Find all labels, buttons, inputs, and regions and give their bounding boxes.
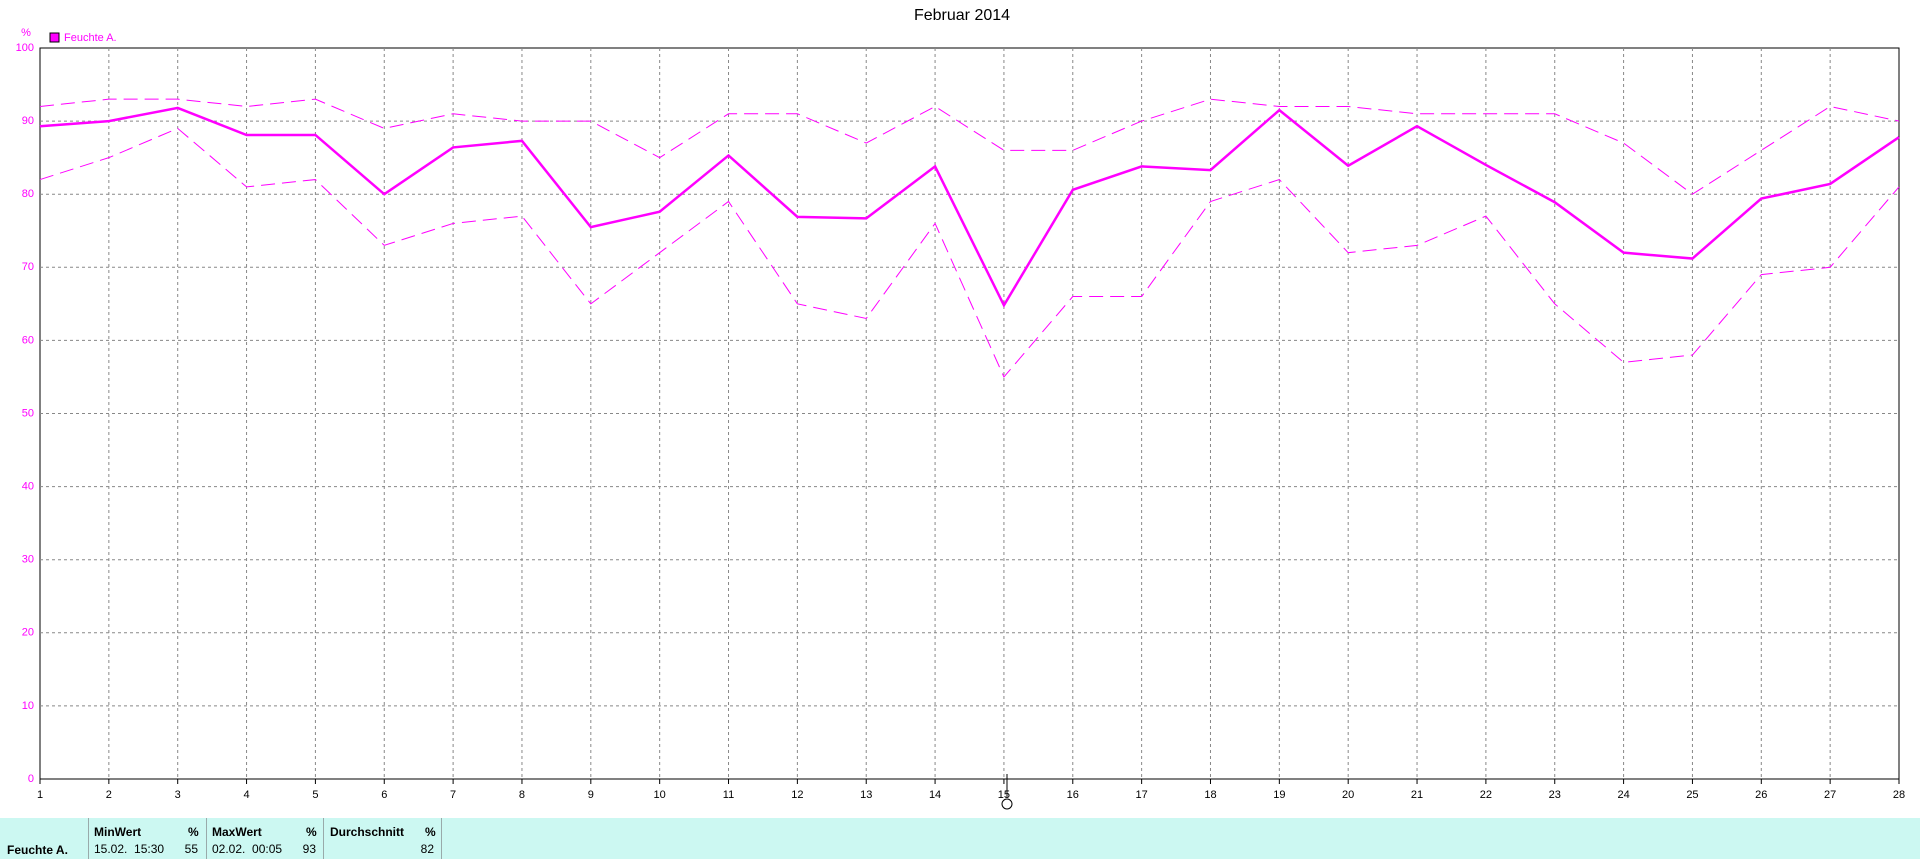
x-tick-label: 6: [381, 789, 387, 801]
y-tick-label: 80: [22, 188, 34, 200]
stats-table: MinWert % MaxWert % Durchschnitt % Feuch…: [0, 818, 1920, 859]
x-tick-label: 3: [175, 789, 181, 801]
x-tick-label: 12: [791, 789, 803, 801]
x-tick-label: 15: [998, 789, 1010, 801]
legend-swatch: [49, 32, 60, 43]
series-line: [39, 127, 1900, 378]
x-tick-label: 27: [1824, 789, 1836, 801]
y-tick-label: 90: [22, 115, 34, 127]
cell: 55: [184, 842, 198, 856]
x-tick-label: 7: [450, 789, 456, 801]
y-tick-label: 30: [22, 554, 34, 566]
header: %: [425, 825, 436, 839]
x-tick-label: 13: [860, 789, 872, 801]
cell: 93: [302, 842, 316, 856]
y-tick-label: 40: [22, 481, 34, 493]
y-tick-label: 60: [22, 334, 34, 346]
x-tick-label: 8: [519, 789, 525, 801]
x-tick-label: 22: [1480, 789, 1492, 801]
x-tick-label: 1: [37, 789, 43, 801]
header: %: [188, 825, 199, 839]
header: MaxWert: [212, 825, 262, 839]
x-tick-label: 17: [1136, 789, 1148, 801]
x-tick-label: 21: [1411, 789, 1423, 801]
legend-label: Feuchte A.: [64, 32, 117, 44]
separator: [441, 818, 442, 859]
separator: [206, 818, 207, 859]
series-line: [39, 98, 1900, 195]
x-tick-label: 26: [1755, 789, 1767, 801]
y-tick-label: 100: [16, 42, 34, 54]
x-tick-label: 10: [654, 789, 666, 801]
y-axis-label: %: [21, 27, 31, 39]
cell: 82: [420, 842, 434, 856]
separator: [88, 818, 89, 859]
x-tick-label: 9: [588, 789, 594, 801]
x-tick-label: 11: [723, 789, 734, 801]
x-tick-label: 28: [1893, 789, 1905, 801]
chart-title: Februar 2014: [914, 7, 1010, 24]
x-tick-label: 18: [1204, 789, 1216, 801]
header: %: [306, 825, 317, 839]
x-tick-label: 16: [1067, 789, 1079, 801]
y-tick-label: 0: [28, 773, 34, 785]
x-tick-label: 14: [929, 789, 941, 801]
x-tick-label: 23: [1549, 789, 1561, 801]
x-tick-label: 24: [1617, 789, 1629, 801]
y-tick-label: 50: [22, 407, 34, 419]
row-label: Feuchte A.: [7, 843, 68, 857]
x-tick-label: 20: [1342, 789, 1354, 801]
y-tick-label: 20: [22, 627, 34, 639]
x-tick-label: 4: [243, 789, 249, 801]
separator: [323, 818, 324, 859]
x-tick-label: 25: [1686, 789, 1698, 801]
x-tick-label: 19: [1273, 789, 1285, 801]
y-tick-label: 70: [22, 261, 34, 273]
x-tick-label: 2: [106, 789, 112, 801]
cursor-marker: [1001, 798, 1013, 810]
x-tick-label: 5: [312, 789, 318, 801]
series-line: [39, 106, 1900, 308]
y-tick-label: 10: [22, 700, 34, 712]
header: MinWert: [94, 825, 142, 839]
cell: 15.02. 15:30: [94, 842, 165, 856]
header: Durchschnitt: [330, 825, 405, 839]
cell: 02.02. 00:05: [212, 842, 283, 856]
